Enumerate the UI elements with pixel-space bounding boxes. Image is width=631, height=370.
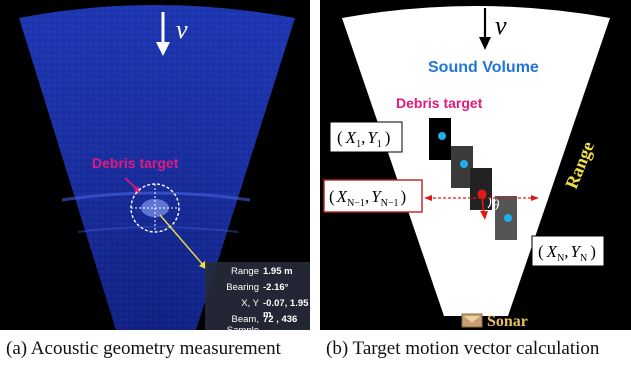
caption-b: (b) Target motion vector calculation bbox=[326, 338, 600, 359]
coord-label-n: (XN, YN) bbox=[538, 242, 596, 264]
marker-point-1 bbox=[438, 132, 446, 140]
marker-point-2 bbox=[460, 160, 468, 168]
range-label: Range bbox=[561, 139, 598, 192]
caption-a: (a) Acoustic geometry measurement bbox=[6, 338, 281, 359]
sonar-image: v Debris target bbox=[19, 5, 295, 330]
panel-acoustic-measurement: v Debris target Range 1.95 m Bearing -2.… bbox=[0, 0, 310, 330]
velocity-symbol: v bbox=[495, 11, 507, 40]
coord-box-1 bbox=[329, 121, 403, 153]
panel-motion-vector: v Sound Volume Debris target θ (X1, Y1) (… bbox=[320, 0, 631, 330]
debris-pointer bbox=[124, 177, 139, 191]
info-row-range: Range 1.95 m bbox=[205, 266, 310, 279]
info-label: Bearing bbox=[226, 282, 259, 293]
velocity-symbol: v bbox=[176, 15, 188, 44]
info-row-beam-sample: Beam, Sample 72 , 436 bbox=[205, 314, 310, 330]
marker-point-n bbox=[504, 214, 512, 222]
motion-vector-diagram: v Sound Volume Debris target θ (X1, Y1) (… bbox=[323, 6, 610, 330]
info-row-xy: X, Y -0.07, 1.95 m bbox=[205, 298, 310, 320]
info-value: -2.16° bbox=[263, 282, 289, 293]
info-leader-line bbox=[159, 214, 205, 267]
echo-arc bbox=[77, 226, 239, 233]
debris-target-label: Debris target bbox=[92, 155, 179, 171]
info-value: 72 , 436 bbox=[263, 314, 298, 325]
sound-volume-label: Sound Volume bbox=[428, 59, 539, 76]
info-value: -0.07, 1.95 m bbox=[263, 298, 309, 320]
info-label: Beam, Sample bbox=[227, 314, 259, 330]
info-row-bearing: Bearing -2.16° bbox=[205, 282, 310, 295]
sonar-label: Sonar bbox=[487, 313, 528, 330]
coord-box-n bbox=[531, 235, 605, 267]
coord-box-n1 bbox=[323, 179, 423, 213]
debris-target-label: Debris target bbox=[396, 95, 483, 111]
sound-volume-fan bbox=[342, 6, 610, 316]
marker-point-n1 bbox=[477, 189, 487, 199]
theta-arc bbox=[487, 197, 492, 209]
coord-label-1: (X1, Y1) bbox=[337, 128, 390, 150]
info-label: Range bbox=[231, 266, 259, 277]
measurement-info-box: Range 1.95 m Bearing -2.16° X, Y -0.07, … bbox=[205, 262, 310, 330]
coord-label-n1: (XN−1, YN−1) bbox=[329, 187, 406, 209]
theta-symbol: θ bbox=[492, 198, 500, 214]
info-value: 1.95 m bbox=[263, 266, 293, 277]
target-box-3 bbox=[470, 168, 492, 210]
info-label: X, Y bbox=[241, 298, 259, 309]
